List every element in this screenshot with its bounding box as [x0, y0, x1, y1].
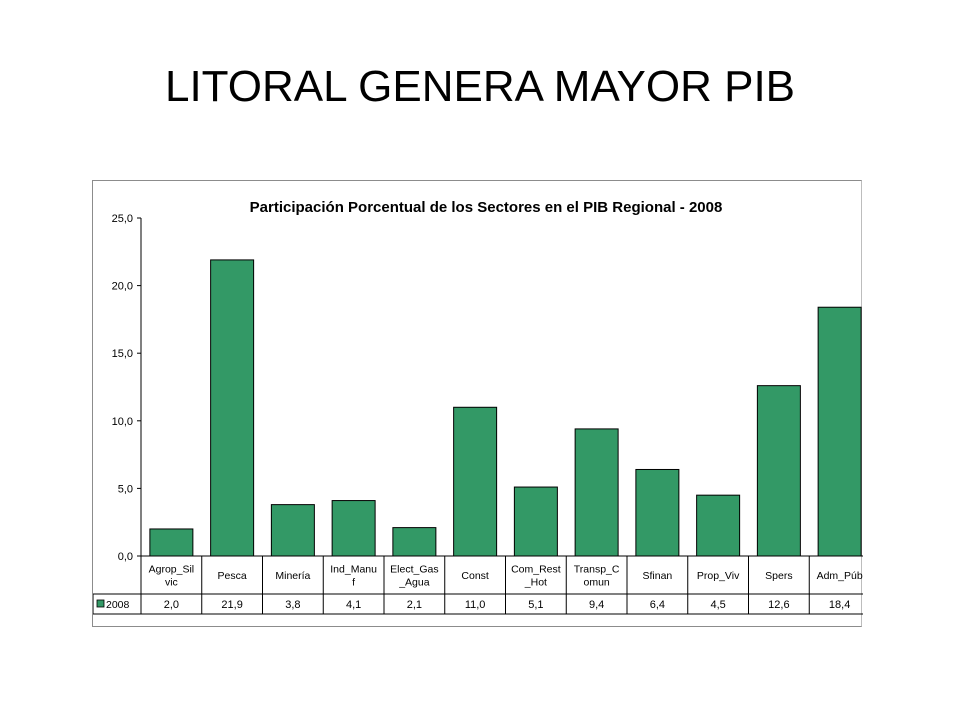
category-label: f	[352, 577, 355, 589]
bars	[149, 259, 862, 557]
bar	[331, 500, 376, 557]
category-label: Prop_Viv	[697, 570, 740, 582]
y-tick-label: 0,0	[118, 551, 133, 563]
value-label: 4,1	[346, 599, 361, 611]
category-label: Spers	[765, 570, 792, 582]
value-label: 5,1	[528, 599, 543, 611]
bar	[149, 528, 194, 557]
y-tick-label: 10,0	[112, 416, 133, 428]
category-label: _Agua	[398, 577, 430, 589]
value-label: 18,4	[829, 599, 850, 611]
value-label: 9,4	[589, 599, 604, 611]
category-label: Ind_Manu	[330, 564, 377, 576]
legend-label: 2008	[106, 599, 130, 611]
bar	[756, 385, 801, 557]
bar	[635, 468, 680, 557]
y-axis: 0,0 5,0 10,0 15,0 20,0 25,0	[112, 213, 142, 563]
bar	[817, 306, 862, 557]
category-label: _Hot	[524, 577, 547, 589]
category-label: Com_Rest	[511, 564, 561, 576]
value-label: 2,0	[164, 599, 179, 611]
legend-swatch	[96, 599, 105, 608]
category-label: Agrop_Sil	[149, 564, 195, 576]
value-label: 11,0	[465, 599, 486, 611]
bar	[574, 428, 619, 557]
category-label: Const	[461, 570, 489, 582]
bar	[210, 259, 255, 557]
category-label: Transp_C	[574, 564, 620, 576]
value-label: 4,5	[710, 599, 725, 611]
bar	[270, 504, 315, 557]
value-label: 3,8	[285, 599, 300, 611]
chart-frame: Participación Porcentual de los Sectores…	[92, 180, 863, 627]
value-label: 12,6	[768, 599, 789, 611]
bar	[453, 406, 498, 557]
category-label: Elect_Gas	[390, 564, 438, 576]
y-tick-label: 25,0	[112, 213, 133, 225]
chart-title: Participación Porcentual de los Sectores…	[250, 199, 723, 216]
category-label: Pesca	[218, 570, 247, 582]
value-label: 6,4	[650, 599, 665, 611]
value-label: 21,9	[221, 599, 242, 611]
category-label: Minería	[275, 570, 310, 582]
bar	[513, 486, 558, 557]
bar	[392, 527, 437, 557]
bar	[696, 494, 741, 557]
category-label: Adm_Púb	[817, 570, 863, 582]
category-label: omun	[583, 577, 609, 589]
category-label: Sfinan	[642, 570, 672, 582]
y-tick-label: 20,0	[112, 281, 133, 293]
slide-title: LITORAL GENERA MAYOR PIB	[164, 62, 796, 111]
category-label: vic	[165, 577, 178, 589]
y-tick-label: 5,0	[118, 483, 133, 495]
value-label: 2,1	[407, 599, 422, 611]
y-tick-label: 15,0	[112, 348, 133, 360]
bar-chart: Participación Porcentual de los Sectores…	[93, 199, 863, 615]
